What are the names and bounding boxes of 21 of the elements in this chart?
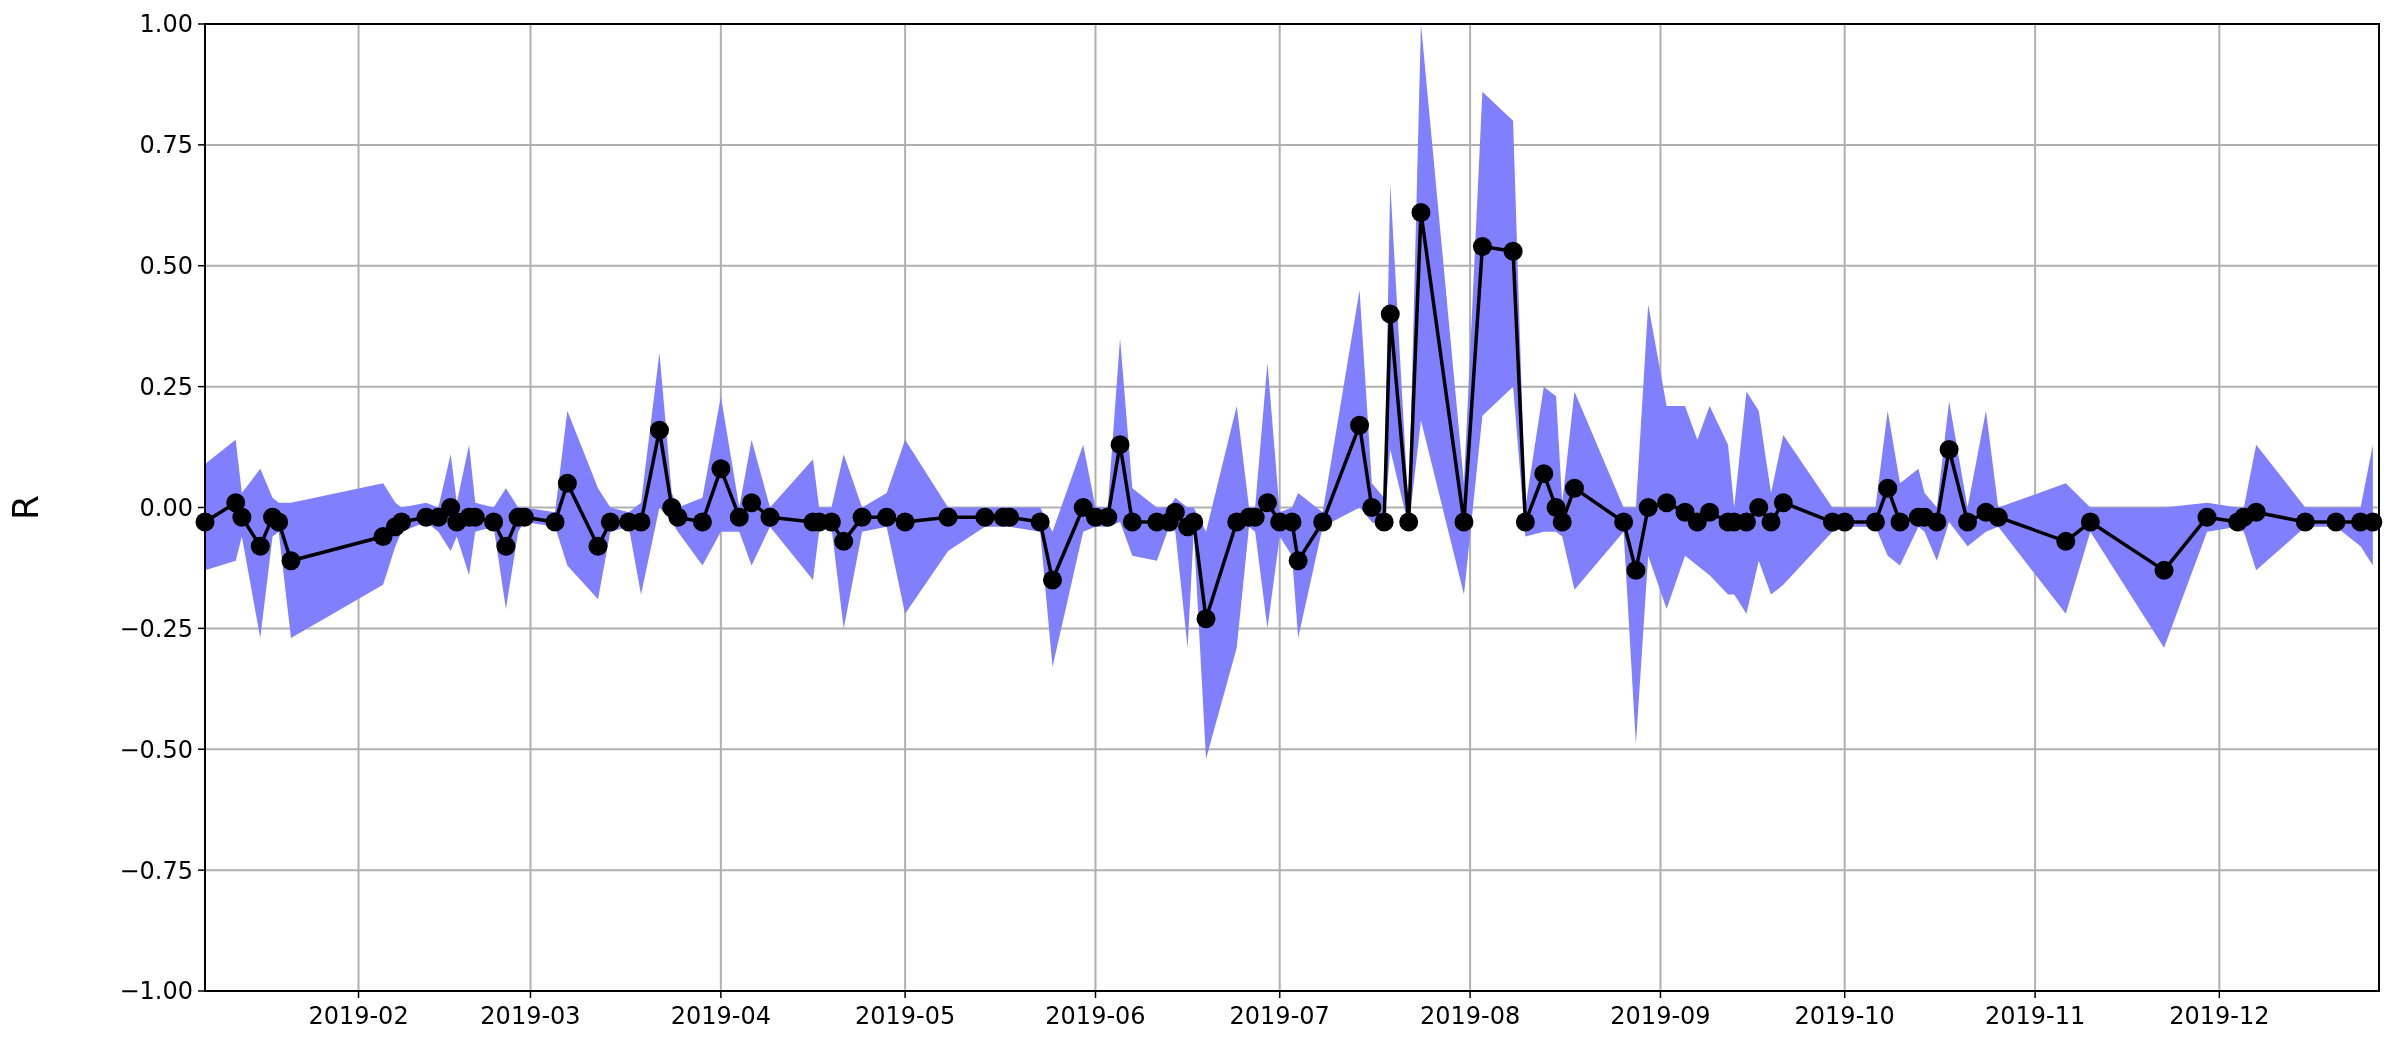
y-axis-title: R [5,494,46,521]
y-tick-label: 0.50 [139,252,193,281]
x-tick-label: 2019-12 [2169,1002,2270,1030]
x-tick-label: 2019-04 [670,1002,772,1030]
x-tick-label: 2019-08 [1419,1002,1521,1030]
y-tick-label: 0.00 [139,493,193,522]
y-tick-label: −0.50 [119,735,193,764]
y-tick-label: −0.25 [119,614,193,643]
x-tick-label: 2019-11 [1984,1002,2086,1030]
y-tick-label: 0.75 [139,131,193,160]
x-tick-label: 2019-03 [480,1002,581,1030]
x-tick-label: 2019-06 [1045,1002,1146,1030]
x-tick-label: 2019-02 [308,1002,409,1030]
x-tick-label: 2019-05 [854,1002,956,1030]
y-tick-label: 0.25 [139,373,193,402]
x-tick-label: 2019-07 [1229,1002,1330,1030]
x-tick-label: 2019-10 [1794,1002,1895,1030]
y-tick-label: −0.75 [119,856,193,885]
x-tick-label: 2019-09 [1610,1002,1711,1030]
y-tick-label: −1.00 [119,977,193,1006]
y-tick-label: 1.00 [139,10,193,39]
